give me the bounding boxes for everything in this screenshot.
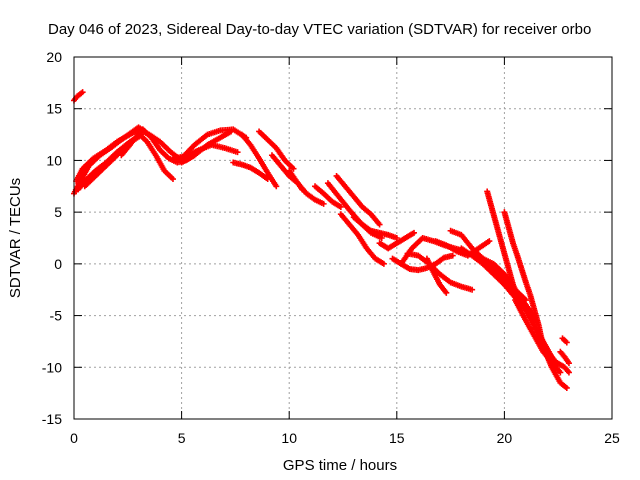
series-arc-21	[337, 211, 387, 267]
data-point	[380, 260, 387, 267]
data-point	[234, 149, 241, 156]
data-point	[337, 203, 344, 210]
series-arc-22	[376, 229, 418, 252]
series-arc-17	[312, 183, 344, 210]
chart-title: Day 046 of 2023, Sidereal Day-to-day VTE…	[48, 21, 591, 38]
grid-lines	[74, 57, 612, 419]
x-tick-label: 25	[604, 430, 620, 446]
series-arc-26	[423, 255, 450, 296]
data-point	[393, 235, 400, 241]
data-point	[273, 183, 280, 190]
data-point	[449, 252, 456, 259]
data-point	[169, 176, 176, 183]
series-arc-25	[404, 250, 476, 293]
y-tick-label: 20	[46, 49, 62, 65]
y-tick-label: 0	[54, 256, 62, 272]
y-tick-label: -10	[42, 359, 62, 375]
series-arc-01	[71, 89, 86, 104]
x-axis-label: GPS time / hours	[283, 457, 397, 474]
data-point	[486, 238, 493, 245]
data-point	[563, 339, 570, 346]
series-arc-11	[178, 128, 235, 166]
data-points	[71, 89, 572, 391]
y-tick-label: 10	[46, 152, 62, 168]
axis-ticks: 0 5 10 15 20 25 -15 -10 -5 0 5 10 15 20	[42, 49, 620, 446]
data-point	[563, 384, 570, 391]
data-point	[290, 165, 297, 172]
x-tick-label: 20	[497, 430, 513, 446]
series-arc-13	[238, 131, 280, 190]
series-arc-18	[333, 172, 383, 228]
series-arc-39	[559, 335, 570, 346]
x-tick-label: 0	[70, 430, 78, 446]
y-tick-label: 15	[46, 101, 62, 117]
data-point	[411, 229, 418, 236]
y-tick-label: -5	[50, 308, 63, 324]
data-point	[469, 286, 476, 293]
data-point	[443, 289, 450, 296]
data-point	[376, 221, 383, 228]
y-tick-label: -15	[42, 411, 62, 427]
series-arc-16	[286, 167, 327, 207]
data-point	[79, 89, 86, 96]
series-arc-07	[118, 130, 176, 183]
x-tick-label: 5	[178, 430, 186, 446]
data-point	[228, 128, 235, 135]
y-tick-label: 5	[54, 204, 62, 220]
series-arc-38	[557, 348, 572, 367]
series-arc-37	[535, 333, 572, 376]
x-tick-label: 10	[281, 430, 297, 446]
data-point	[565, 369, 572, 376]
x-tick-label: 15	[389, 430, 405, 446]
series-arc-03	[73, 126, 142, 185]
series-arc-20	[350, 214, 400, 241]
data-point	[565, 360, 572, 367]
plot-frame	[73, 56, 613, 420]
y-axis-label: SDTVAR / TECUs	[7, 178, 24, 298]
data-point	[557, 369, 564, 376]
data-point	[320, 200, 327, 207]
series-arc-14	[256, 128, 297, 172]
